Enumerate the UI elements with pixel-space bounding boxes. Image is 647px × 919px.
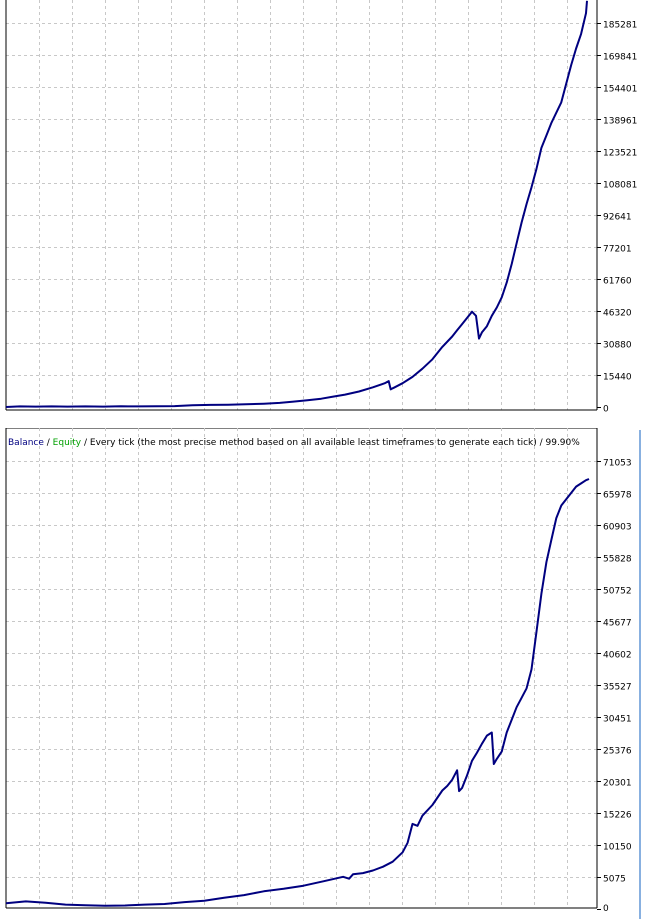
y-tick-label: 25376 bbox=[603, 747, 632, 757]
y-tick-label: 123521 bbox=[603, 149, 637, 159]
chart-panel-bottom: Balance / Equity / Every tick (the most … bbox=[0, 428, 647, 919]
grid bbox=[6, 428, 597, 908]
y-tick-label: 60903 bbox=[603, 523, 632, 533]
y-tick-label: 108081 bbox=[603, 181, 637, 191]
balance-line bbox=[5, 478, 590, 907]
grid bbox=[6, 0, 597, 410]
y-tick-label: 15226 bbox=[603, 811, 632, 821]
y-tick-label: 0 bbox=[603, 405, 609, 415]
y-tick-label: 35527 bbox=[603, 683, 632, 693]
y-tick-label: 10150 bbox=[603, 843, 632, 853]
chart-legend: Balance / Equity / Every tick (the most … bbox=[8, 438, 580, 448]
y-tick-label: 45677 bbox=[603, 619, 632, 629]
legend-balance: Balance bbox=[8, 438, 44, 448]
y-tick-label: 61760 bbox=[603, 277, 632, 287]
y-tick-label: 185281 bbox=[603, 21, 637, 31]
chart-panel-top: 185281 169841 154401 138961 123521 108081 9264… bbox=[0, 0, 647, 425]
legend-separator: / bbox=[44, 438, 53, 448]
y-tick-label: 5075 bbox=[603, 875, 626, 885]
y-tick-label: 20301 bbox=[603, 779, 632, 789]
y-axis-ticks: 71053 65978 60903 55828 50752 45677 40602 35527… bbox=[597, 459, 632, 914]
y-tick-label: 77201 bbox=[603, 245, 632, 255]
plot-area bbox=[6, 0, 597, 410]
y-tick-label: 50752 bbox=[603, 587, 632, 597]
legend-equity: Equity bbox=[53, 438, 82, 448]
y-tick-label: 30451 bbox=[603, 715, 632, 725]
y-tick-label: 55828 bbox=[603, 555, 632, 565]
y-tick-label: 30880 bbox=[603, 341, 632, 351]
legend-description: / Every tick (the most precise method ba… bbox=[81, 438, 580, 448]
y-tick-label: 71053 bbox=[603, 459, 632, 469]
y-tick-label: 154401 bbox=[603, 85, 637, 95]
chart-top: 185281 169841 154401 138961 123521 108081 9264… bbox=[5, 0, 637, 415]
y-tick-label: 46320 bbox=[603, 309, 632, 319]
chart-bottom: Balance / Equity / Every tick (the most … bbox=[5, 428, 641, 919]
balance-line bbox=[5, 0, 588, 408]
y-tick-label: 138961 bbox=[603, 117, 637, 127]
y-tick-label: 169841 bbox=[603, 53, 637, 63]
y-tick-label: 65978 bbox=[603, 491, 632, 501]
y-tick-label: 15440 bbox=[603, 373, 632, 383]
y-tick-label: 92641 bbox=[603, 213, 632, 223]
y-tick-label: 40602 bbox=[603, 651, 632, 661]
y-axis-ticks: 185281 169841 154401 138961 123521 108081 9264… bbox=[597, 21, 637, 415]
plot-area bbox=[6, 428, 597, 908]
y-tick-label: 0 bbox=[603, 904, 609, 914]
